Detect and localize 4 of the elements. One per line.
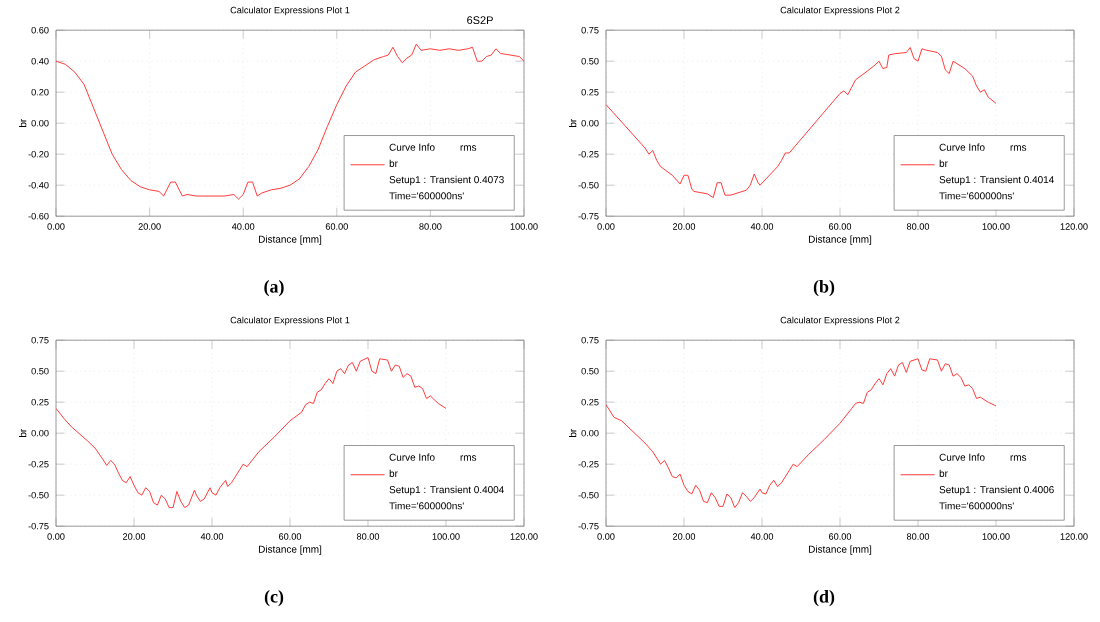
text: (a): [264, 279, 284, 297]
text: (b): [813, 279, 835, 297]
text: (d): [813, 589, 835, 607]
text: (c): [264, 589, 284, 607]
